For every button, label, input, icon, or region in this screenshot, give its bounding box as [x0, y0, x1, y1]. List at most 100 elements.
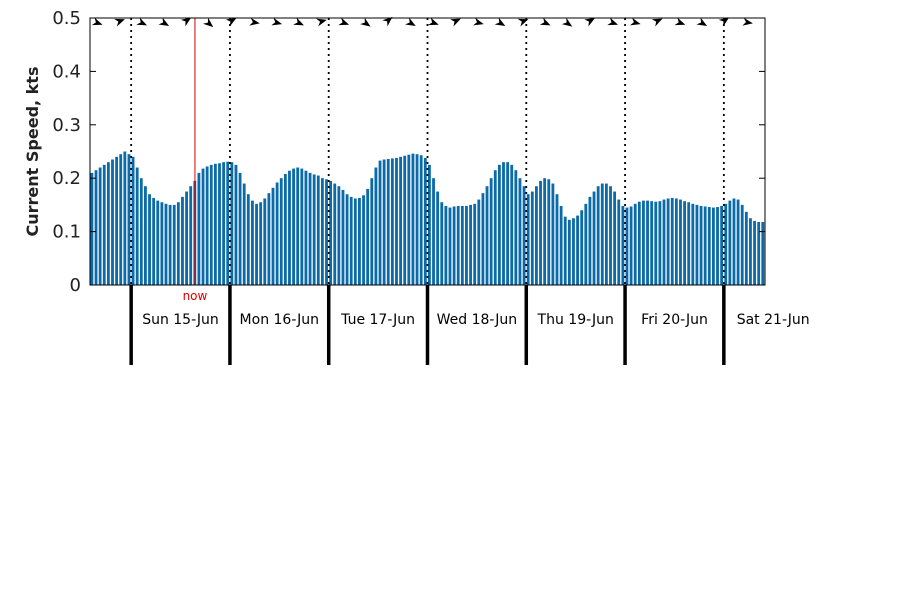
bar [255, 203, 258, 285]
bar [567, 219, 571, 285]
bar [181, 196, 184, 285]
bar [353, 198, 357, 285]
bar [481, 193, 485, 285]
bar [213, 163, 217, 285]
bar [176, 202, 180, 285]
bar [625, 207, 629, 285]
y-tick-label: 0.5 [52, 8, 81, 29]
bar [436, 191, 440, 285]
bar [740, 204, 744, 285]
arrow-head [360, 17, 371, 27]
bar [572, 218, 575, 285]
bar [477, 199, 481, 285]
bar [444, 205, 448, 285]
bar [539, 180, 542, 285]
bar [724, 203, 728, 285]
bar [588, 196, 592, 285]
direction-arrow [405, 17, 416, 26]
bar [312, 174, 316, 285]
bar [395, 157, 398, 285]
arrow-head [180, 17, 192, 27]
arrow-head [629, 17, 641, 26]
arrow-head [651, 18, 663, 27]
bar [308, 172, 312, 285]
y-tick-label: 0.4 [52, 61, 81, 82]
arrow-head [202, 17, 214, 28]
bar [518, 178, 522, 285]
bar [650, 201, 654, 285]
bar [510, 164, 514, 285]
bar [485, 186, 489, 285]
bar [209, 164, 213, 285]
direction-arrow [202, 17, 214, 28]
bar [374, 167, 378, 285]
bar [452, 206, 456, 285]
bar [448, 207, 452, 285]
bar [144, 186, 147, 285]
direction-arrow [742, 17, 753, 26]
direction-arrow [382, 16, 393, 27]
arrow-head [696, 17, 708, 26]
bar [736, 199, 740, 285]
bar [617, 199, 621, 285]
bar [300, 168, 304, 285]
arrow-head [271, 17, 283, 26]
bar [428, 164, 431, 285]
arrow-head [473, 17, 484, 26]
bar [629, 206, 633, 285]
bar [621, 205, 625, 285]
bar [320, 178, 324, 285]
bar [325, 179, 328, 285]
direction-arrow [360, 17, 371, 27]
direction-arrow [136, 17, 148, 26]
day-label: Thu 19-Jun [537, 312, 614, 328]
bar [337, 186, 341, 285]
bar [419, 155, 423, 285]
bar [497, 164, 501, 285]
bar [535, 186, 538, 285]
bar [670, 197, 674, 285]
day-label: Sun 15-Jun [142, 312, 219, 328]
bar [580, 210, 584, 285]
bar [592, 191, 596, 285]
direction-arrow [696, 17, 708, 26]
bar [267, 193, 271, 285]
bar [172, 204, 176, 285]
bar [234, 164, 238, 285]
direction-arrow [584, 18, 596, 27]
direction-arrow [293, 17, 304, 26]
bar [460, 205, 464, 285]
bar [115, 156, 119, 285]
bar [473, 203, 477, 285]
bar [604, 183, 608, 285]
y-tick-label: 0.1 [52, 222, 81, 243]
bar [551, 183, 555, 285]
bar [189, 186, 193, 285]
day-label: Wed 18-Jun [437, 312, 518, 328]
bar [271, 187, 275, 285]
bar [411, 153, 415, 285]
bar [341, 189, 345, 285]
bar [637, 201, 641, 285]
bar [259, 202, 263, 285]
bar [432, 178, 435, 285]
bar [226, 161, 230, 285]
y-tick-label: 0.2 [52, 168, 81, 189]
direction-arrow [629, 17, 641, 26]
bar [168, 204, 172, 285]
bar [469, 204, 472, 285]
arrow-head [427, 17, 439, 26]
bar [563, 216, 567, 285]
bar [119, 154, 123, 285]
direction-arrow [473, 17, 484, 26]
arrow-head [136, 17, 148, 26]
direction-arrow [249, 17, 260, 26]
bar [283, 173, 287, 285]
bar [349, 196, 353, 285]
arrow-head [674, 17, 686, 26]
bar [152, 197, 156, 285]
arrow-head [584, 18, 596, 27]
bar [728, 200, 732, 285]
day-gridlines [130, 18, 725, 285]
bar [362, 195, 365, 285]
